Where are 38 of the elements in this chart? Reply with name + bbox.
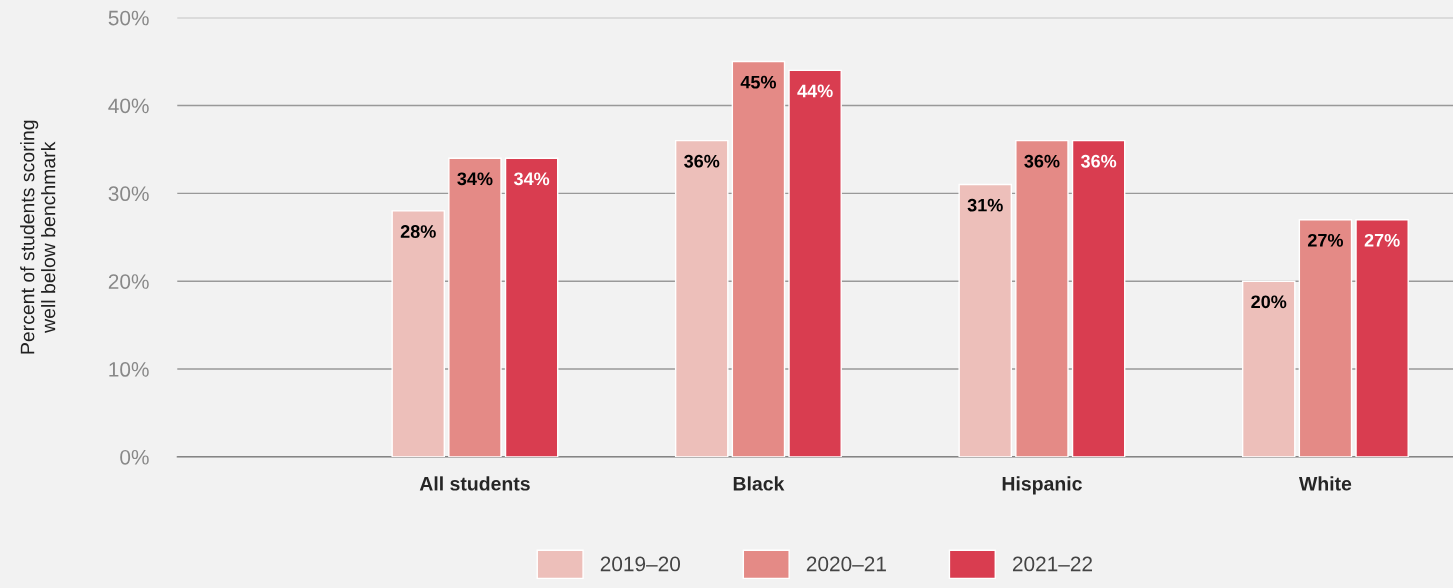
y-tick-label: 20% <box>108 274 149 289</box>
bar <box>958 183 1013 457</box>
bar <box>504 157 559 457</box>
bar <box>788 69 842 457</box>
bar <box>1015 139 1069 457</box>
x-tick-label: Black <box>733 476 785 491</box>
legend-label: 2020–21 <box>806 556 886 572</box>
data-label: 27% <box>1364 233 1400 247</box>
y-tick-label: 50% <box>108 10 149 26</box>
y-tick-label: 30% <box>108 186 149 202</box>
bar <box>1241 280 1296 457</box>
bar <box>1355 218 1409 457</box>
data-label: 44% <box>797 84 833 98</box>
y-tick-label: 40% <box>108 98 149 114</box>
data-label: 28% <box>400 225 436 238</box>
bar <box>1071 139 1126 457</box>
data-label: 34% <box>513 172 550 186</box>
bar <box>448 157 502 457</box>
data-label: 31% <box>967 198 1003 212</box>
data-label: 34% <box>457 172 493 186</box>
bar <box>731 60 786 457</box>
data-label: 36% <box>1024 154 1060 168</box>
x-tick-label: Hispanic <box>1002 476 1082 495</box>
bar <box>674 139 729 457</box>
y-tick-label: 0% <box>120 449 149 465</box>
legend-label: 2021–22 <box>1012 556 1092 572</box>
data-label: 20% <box>1251 295 1287 309</box>
legend-label: 2019–20 <box>600 556 681 572</box>
x-tick-label: All students <box>419 476 530 491</box>
data-label: 36% <box>1080 154 1117 168</box>
data-label: 36% <box>684 154 720 168</box>
data-label: 45% <box>740 75 777 89</box>
bar <box>1298 218 1353 457</box>
y-axis-title: Percent of students scoring well below benchmark <box>20 120 56 354</box>
y-tick-label: 10% <box>109 362 149 377</box>
data-label: 27% <box>1307 233 1344 247</box>
x-tick-label: White <box>1298 476 1352 491</box>
bar <box>391 210 446 457</box>
